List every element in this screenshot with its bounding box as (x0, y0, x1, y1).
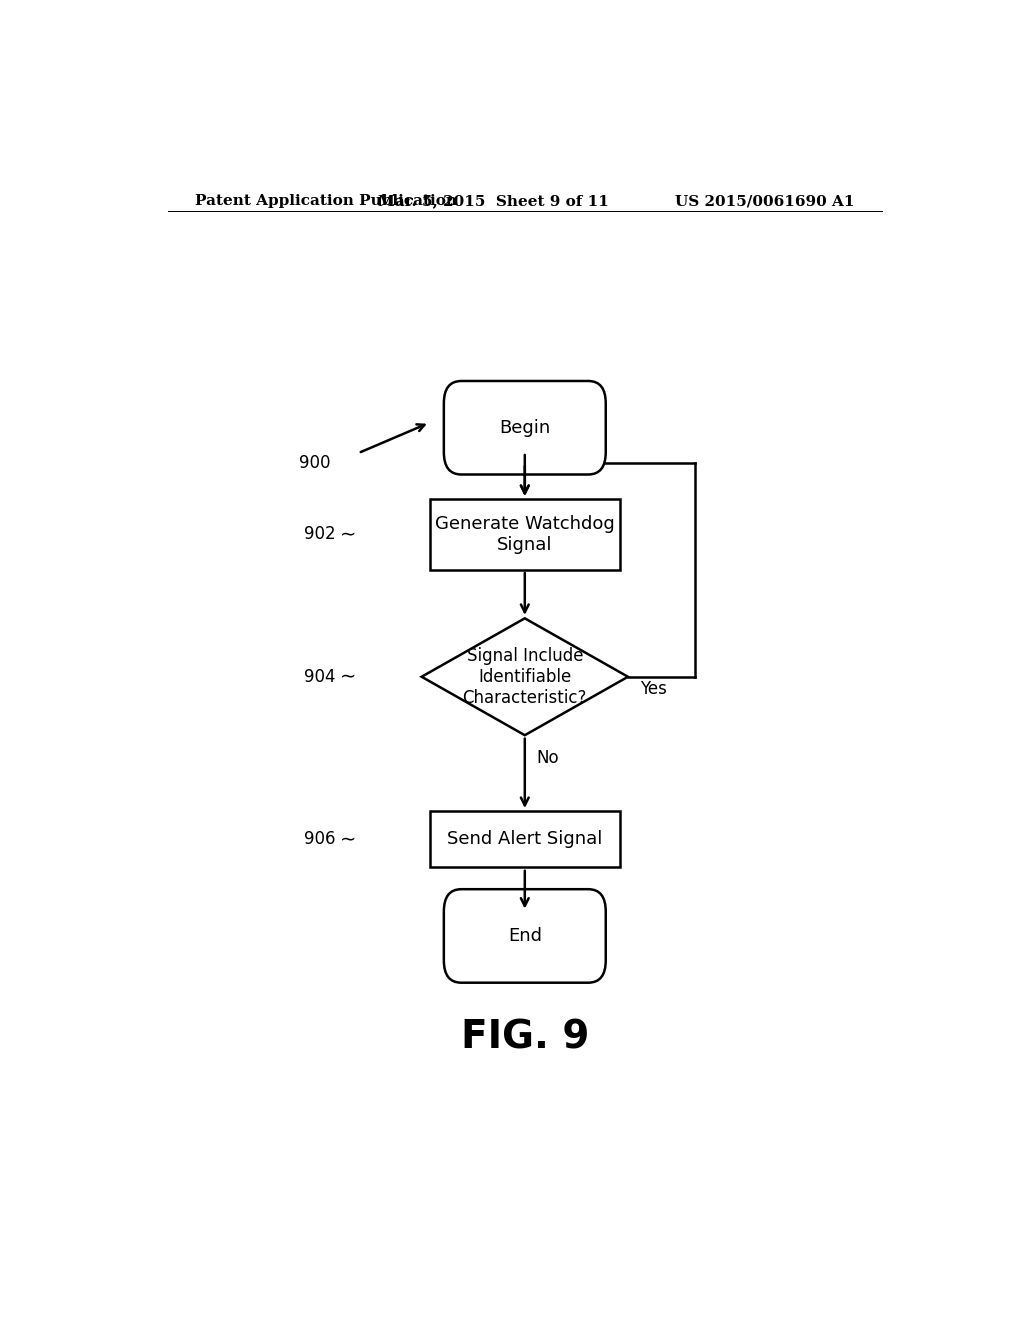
Text: 904: 904 (304, 668, 336, 686)
Polygon shape (422, 618, 628, 735)
Text: Generate Watchdog
Signal: Generate Watchdog Signal (435, 515, 614, 554)
Bar (430, 812, 621, 867)
Text: 902: 902 (304, 525, 336, 544)
Text: Send Alert Signal: Send Alert Signal (447, 830, 602, 849)
Text: Patent Application Publication: Patent Application Publication (196, 194, 458, 209)
Text: ∼: ∼ (340, 830, 356, 849)
Text: FIG. 9: FIG. 9 (461, 1019, 589, 1056)
Text: US 2015/0061690 A1: US 2015/0061690 A1 (675, 194, 854, 209)
Text: End: End (508, 927, 542, 945)
Text: No: No (537, 748, 559, 767)
Text: ∼: ∼ (340, 668, 356, 686)
Text: ∼: ∼ (340, 525, 356, 544)
FancyBboxPatch shape (443, 381, 606, 474)
Bar (430, 499, 621, 570)
Text: Yes: Yes (640, 680, 667, 698)
FancyBboxPatch shape (443, 890, 606, 982)
Text: Mar. 5, 2015  Sheet 9 of 11: Mar. 5, 2015 Sheet 9 of 11 (378, 194, 608, 209)
Text: 906: 906 (304, 830, 336, 849)
Text: Begin: Begin (499, 418, 551, 437)
Text: Signal Include
Identifiable
Characteristic?: Signal Include Identifiable Characterist… (463, 647, 587, 706)
Text: 900: 900 (299, 454, 331, 473)
